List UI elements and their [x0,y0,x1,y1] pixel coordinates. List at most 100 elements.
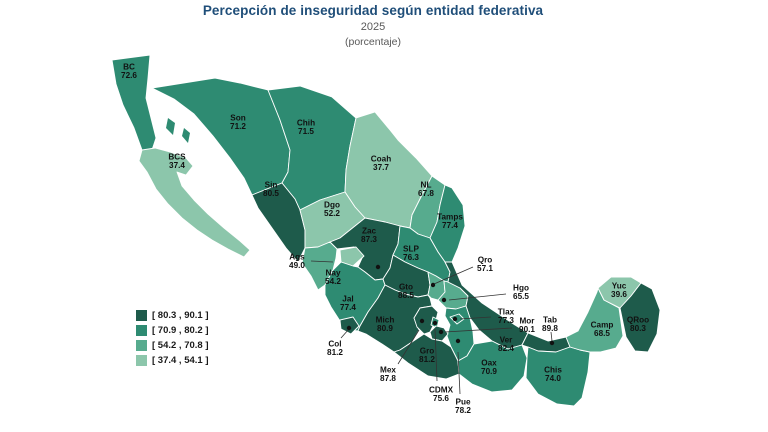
state-marker-dot-qro [430,282,436,288]
state-value-son: 71.2 [230,122,246,131]
state-value-ver: 82.4 [498,344,514,353]
state-value-jal: 77.4 [340,303,356,312]
state-value-slp: 76.3 [403,253,419,262]
legend-range-label: [ 70.9 , 80.2 ] [152,325,209,336]
legend: [ 80.3 , 90.1 ] [ 70.9 , 80.2 ] [ 54.2 ,… [136,308,209,368]
state-label-camp: Camp [591,321,614,330]
state-value-hgo: 65.5 [513,292,529,301]
state-label-nay: Nay [325,269,340,278]
state-label-slp: SLP [403,245,419,254]
chart-title: Percepción de inseguridad según entidad … [202,3,544,18]
callout-line-tlax [459,316,492,320]
chart-year: 2025 [360,21,386,33]
state-marker-dot-tab [549,340,555,346]
chart-unit-label: (porcentaje) [344,36,402,48]
state-label-pue: Pue [455,398,470,407]
state-value-ags: 49.0 [289,261,305,270]
state-label-yuc: Yuc [612,282,627,291]
callout-line-ags [310,260,334,263]
callout-line-tab [550,331,553,342]
state-marker-dot-mex [419,318,425,324]
callout-line-mor [444,327,513,333]
state-qroo [619,282,661,353]
state-value-tamps: 77.4 [442,221,458,230]
island-shape [182,128,190,143]
legend-range-label: [ 54.2 , 70.8 ] [152,340,209,351]
state-value-nay: 54.2 [325,277,341,286]
state-value-sin: 80.5 [263,189,279,198]
state-label-cdmx: CDMX [429,386,454,395]
state-value-qroo: 80.3 [630,324,646,333]
state-marker-dot-mor [438,329,444,335]
legend-item: [ 54.2 , 70.8 ] [136,338,209,353]
state-value-bc: 72.6 [121,71,137,80]
legend-item: [ 80.3 , 90.1 ] [136,308,209,323]
callout-line-hgo [448,293,507,301]
state-chis [525,346,591,407]
state-value-camp: 68.5 [594,329,610,338]
state-label-qro: Qro [478,256,493,265]
state-label-nl: NL [421,181,432,190]
state-value-col: 81.2 [327,348,343,357]
state-label-gro: Gro [420,347,435,356]
state-label-son: Son [230,114,245,123]
state-ags [339,246,365,267]
state-value-qro: 57.1 [477,264,493,273]
state-label-jal: Jal [342,295,353,304]
state-label-mich: Mich [376,316,395,325]
callout-line-pue [457,351,461,395]
legend-range-label: [ 37.4 , 54.1 ] [152,355,209,366]
state-label-sin: Sin [265,181,278,190]
state-value-chis: 74.0 [545,374,561,383]
state-value-mex: 87.8 [380,374,396,383]
state-value-pue: 78.2 [455,406,471,415]
state-label-dgo: Dgo [324,201,340,210]
legend-swatch [136,355,147,366]
state-label-gto: Gto [399,283,413,292]
state-marker-dot-col [346,325,352,331]
state-value-mich: 80.9 [377,324,393,333]
state-label-tab: Tab [543,316,557,325]
callout-line-col [340,328,350,339]
state-label-tlax: Tlax [498,308,515,317]
state-label-chis: Chis [544,366,562,375]
state-label-mex: Mex [380,366,396,375]
state-value-bcs: 37.4 [169,161,185,170]
state-value-dgo: 52.2 [324,209,340,218]
state-label-ver: Ver [500,336,514,345]
state-label-oax: Oax [481,359,497,368]
state-label-hgo: Hgo [513,284,529,293]
chart-header: Percepción de inseguridad según entidad … [0,3,746,48]
state-value-cdmx: 75.6 [433,394,449,403]
state-marker-dot-hgo [441,297,447,303]
state-value-zac: 87.3 [361,235,377,244]
state-label-tamps: Tamps [437,213,463,222]
state-label-mor: Mor [519,317,535,326]
state-sin [251,182,306,263]
state-value-gro: 81.2 [419,355,435,364]
state-value-nl: 67.8 [418,189,434,198]
state-value-oax: 70.9 [481,367,497,376]
state-label-bc: BC [123,63,135,72]
state-marker-dot-tlax [452,316,458,322]
state-marker-dot-cdmx [432,320,438,326]
state-value-tlax: 77.3 [498,316,514,325]
state-label-zac: Zac [362,227,377,236]
legend-item: [ 70.9 , 80.2 ] [136,323,209,338]
state-value-chih: 71.5 [298,127,314,136]
state-label-chih: Chih [297,119,315,128]
state-col [339,316,360,335]
state-value-coah: 37.7 [373,163,389,172]
state-value-tab: 89.8 [542,324,558,333]
state-label-coah: Coah [371,155,391,164]
legend-swatch [136,325,147,336]
state-value-yuc: 39.6 [611,290,627,299]
state-label-col: Col [328,340,341,349]
state-label-bcs: BCS [168,153,186,162]
state-bc [111,54,157,151]
legend-range-label: [ 80.3 , 90.1 ] [152,310,209,321]
callout-line-qro [433,266,474,285]
state-value-mor: 90.1 [519,325,535,334]
legend-item: [ 37.4 , 54.1 ] [136,353,209,368]
